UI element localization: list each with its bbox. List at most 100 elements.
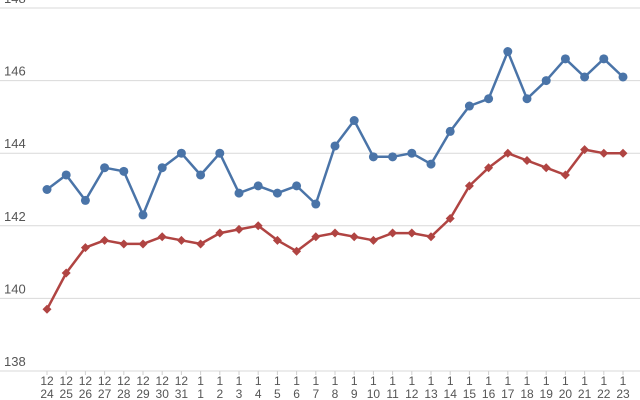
x-tick-label-month: 1: [447, 374, 454, 388]
series-2-point: [599, 148, 609, 158]
series-1-point: [42, 185, 52, 194]
x-tick-label-month: 1: [255, 374, 262, 388]
x-tick-label-day: 15: [463, 387, 477, 400]
series-1-line: [46, 50, 624, 217]
series-1-point: [215, 148, 225, 158]
x-tick-label-day: 19: [540, 387, 554, 400]
series-1-point: [426, 159, 436, 169]
series-2-point: [618, 148, 628, 158]
x-tick-label-month: 1: [428, 374, 435, 388]
x-tick-label-month: 12: [40, 374, 54, 388]
x-tick-label-month: 1: [581, 374, 588, 388]
series-2-point: [80, 243, 90, 253]
x-tick-label-month: 1: [466, 374, 473, 388]
y-tick-label-140: 140: [4, 281, 26, 296]
x-tick-label-day: 13: [424, 387, 438, 400]
x-axis-tick-labels: 1224122512261227122812291230123111121314…: [40, 374, 630, 400]
x-tick-label-day: 11: [386, 387, 399, 400]
x-tick-label-day: 29: [136, 387, 150, 400]
x-tick-label-month: 12: [136, 374, 150, 388]
x-tick-label-day: 2: [216, 387, 223, 400]
series-2-point: [311, 232, 321, 242]
series-1-point: [138, 210, 148, 220]
series-1-point: [464, 101, 474, 111]
series-1-point: [599, 54, 609, 64]
x-tick-label-day: 6: [293, 387, 300, 400]
x-tick-label-month: 1: [485, 374, 492, 388]
x-tick-label-month: 1: [524, 374, 531, 388]
x-tick-label-day: 1: [197, 387, 204, 400]
x-tick-label-month: 1: [408, 374, 415, 388]
x-tick-label-month: 12: [175, 374, 189, 388]
x-tick-label-month: 1: [312, 374, 319, 388]
series-2-point: [464, 181, 474, 191]
gridlines: [0, 7, 640, 375]
series-2-point: [445, 214, 455, 224]
series-1-point: [580, 72, 590, 82]
series-1-point: [445, 126, 455, 136]
series-1-point: [541, 76, 551, 86]
series-2-point: [560, 170, 570, 180]
x-tick-label-month: 1: [216, 374, 223, 388]
x-tick-label-month: 1: [504, 374, 511, 388]
x-tick-label-day: 17: [501, 387, 515, 400]
x-tick-label-day: 10: [367, 387, 381, 400]
x-tick-label-month: 1: [620, 374, 627, 388]
series-2-point: [138, 239, 148, 249]
series-1-point: [522, 94, 532, 104]
series-1-point: [311, 199, 321, 209]
series-2-point: [580, 145, 590, 155]
x-tick-label-day: 14: [444, 387, 458, 400]
series-1-point: [61, 170, 71, 180]
x-tick-label-month: 12: [60, 374, 74, 388]
series-1-point: [196, 170, 206, 180]
series-2-point: [61, 268, 71, 278]
series-2-point: [292, 246, 302, 256]
x-tick-label-month: 1: [600, 374, 607, 388]
y-tick-label-148: 148: [4, 0, 26, 6]
x-tick-label-month: 12: [156, 374, 170, 388]
series-layer: [42, 47, 628, 314]
x-tick-label-day: 22: [597, 387, 611, 400]
series-1-point: [234, 188, 244, 198]
series-2-point: [234, 224, 244, 234]
series-1-point: [484, 94, 494, 104]
x-tick-label-day: 24: [40, 387, 54, 400]
series-2-point: [330, 228, 340, 238]
x-tick-label-day: 20: [559, 387, 573, 400]
y-tick-label-146: 146: [4, 64, 26, 79]
series-1-point: [119, 166, 129, 176]
series-2-point: [388, 228, 398, 238]
series-1-point: [503, 47, 513, 57]
x-tick-label-day: 27: [98, 387, 112, 400]
series-1-point: [330, 141, 340, 151]
y-tick-label-142: 142: [4, 209, 26, 224]
x-tick-label-day: 30: [156, 387, 170, 400]
x-tick-label-day: 7: [312, 387, 319, 400]
series-1-point: [368, 152, 378, 162]
x-tick-label-day: 4: [255, 387, 262, 400]
y-axis-tick-labels: 138 140 142 144 146 148: [4, 0, 26, 369]
series-2-point: [541, 163, 551, 173]
x-tick-label-day: 21: [578, 387, 592, 400]
series-2-point: [522, 155, 532, 165]
x-tick-label-month: 1: [370, 374, 377, 388]
series-2-point: [349, 232, 359, 242]
x-tick-label-month: 12: [117, 374, 131, 388]
x-tick-label-day: 23: [616, 387, 630, 400]
x-tick-label-day: 16: [482, 387, 496, 400]
x-tick-label-month: 1: [389, 374, 396, 388]
series-2-point: [503, 148, 513, 158]
series-2-point: [119, 239, 129, 249]
series-1-point: [176, 148, 186, 158]
series-1-point: [272, 188, 282, 198]
series-2-point: [272, 235, 282, 245]
x-tick-label-day: 31: [175, 387, 189, 400]
x-tick-label-month: 12: [79, 374, 93, 388]
x-tick-label-month: 1: [197, 374, 204, 388]
y-tick-label-138: 138: [4, 354, 26, 369]
series-1-point: [253, 181, 263, 191]
x-tick-label-month: 1: [332, 374, 339, 388]
x-tick-label-month: 1: [293, 374, 300, 388]
x-tick-label-month: 1: [236, 374, 243, 388]
